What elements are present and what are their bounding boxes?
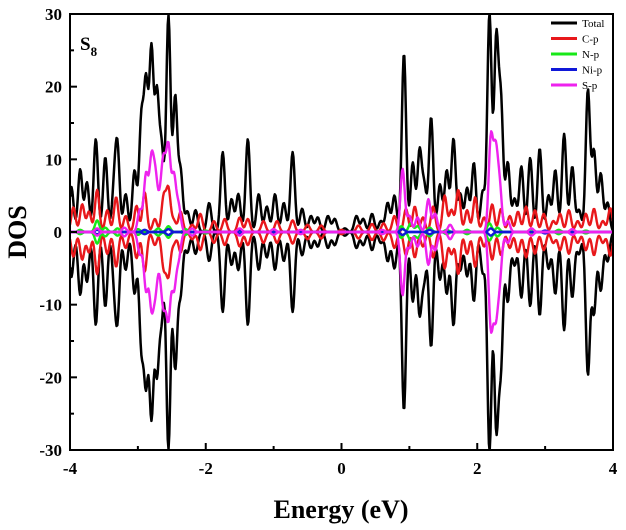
legend-label-c-p: C-p bbox=[582, 34, 599, 46]
panel-label: S8 bbox=[80, 34, 98, 59]
series-c-p-spin-down bbox=[70, 230, 613, 280]
legend-label-n-p: N-p bbox=[582, 49, 600, 61]
legend-label-s-p: S-p bbox=[582, 80, 598, 92]
panel-label-subscript: 8 bbox=[91, 44, 98, 59]
series-total-spin-up bbox=[70, 14, 613, 233]
y-tick-label: -30 bbox=[39, 441, 62, 460]
series-total-spin-down bbox=[70, 231, 613, 450]
x-tick-label: 4 bbox=[609, 459, 618, 478]
y-axis: -30 -20 -10 0 10 20 30 bbox=[39, 5, 77, 460]
series-layer bbox=[70, 14, 613, 450]
series-c-p-spin-up bbox=[70, 184, 613, 234]
y-tick-label: 10 bbox=[45, 150, 62, 169]
x-tick-label: 2 bbox=[473, 459, 482, 478]
y-tick-label: -10 bbox=[39, 296, 62, 315]
series-s-p-spin-down bbox=[70, 230, 613, 334]
panel-label-main: S bbox=[80, 34, 91, 55]
y-tick-label: 0 bbox=[54, 223, 63, 242]
y-tick-label: 20 bbox=[45, 78, 62, 97]
x-tick-label: -4 bbox=[63, 459, 78, 478]
x-axis-title: Energy (eV) bbox=[273, 495, 408, 524]
x-axis: -4 -2 0 2 4 bbox=[63, 443, 618, 478]
y-axis-title: DOS bbox=[3, 205, 32, 258]
x-tick-label: -2 bbox=[199, 459, 213, 478]
legend-label-ni-p: Ni-p bbox=[582, 65, 603, 77]
x-tick-label: 0 bbox=[337, 459, 346, 478]
y-tick-label: 30 bbox=[45, 5, 62, 24]
legend: Total C-p N-p Ni-p S-p bbox=[551, 18, 604, 92]
y-tick-label: -20 bbox=[39, 368, 62, 387]
legend-label-total: Total bbox=[582, 18, 604, 30]
